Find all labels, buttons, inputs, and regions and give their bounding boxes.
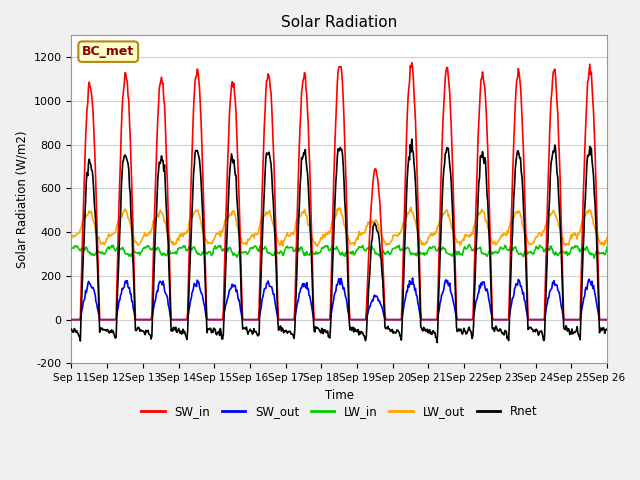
Rnet — [132, 328, 140, 334]
SW_in — [603, 317, 611, 323]
LW_out — [405, 209, 413, 215]
LW_out — [603, 235, 611, 240]
SW_in — [68, 317, 76, 323]
LW_out — [68, 236, 76, 241]
LW_out — [407, 204, 415, 210]
Rnet — [420, 327, 428, 333]
LW_out — [132, 239, 140, 244]
LW_in — [603, 244, 611, 250]
Line: LW_in: LW_in — [72, 245, 607, 258]
LW_in — [187, 245, 195, 251]
SW_out — [68, 317, 76, 323]
Line: Rnet: Rnet — [72, 139, 607, 343]
LW_in — [591, 255, 598, 261]
SW_out — [77, 312, 85, 318]
Line: LW_out: LW_out — [72, 207, 607, 246]
LW_out — [187, 216, 195, 221]
LW_out — [77, 225, 85, 231]
SW_out — [215, 317, 223, 323]
SW_in — [187, 196, 195, 202]
SW_in — [404, 94, 412, 100]
LW_out — [421, 241, 429, 247]
LW_out — [314, 243, 321, 249]
LW_in — [132, 250, 140, 255]
LW_in — [68, 245, 76, 251]
Rnet — [77, 312, 85, 318]
Rnet — [187, 245, 195, 251]
Title: Solar Radiation: Solar Radiation — [281, 15, 397, 30]
LW_out — [215, 231, 223, 237]
LW_in — [465, 242, 473, 248]
LW_in — [77, 246, 85, 252]
LW_in — [215, 243, 223, 249]
LW_in — [420, 250, 428, 256]
LW_in — [404, 245, 412, 251]
Line: SW_in: SW_in — [72, 63, 607, 320]
SW_out — [420, 317, 428, 323]
SW_out — [132, 317, 140, 323]
Rnet — [408, 136, 415, 142]
SW_in — [215, 317, 223, 323]
Y-axis label: Solar Radiation (W/m2): Solar Radiation (W/m2) — [15, 131, 28, 268]
SW_in — [408, 60, 415, 66]
Rnet — [215, 328, 223, 334]
SW_in — [77, 287, 85, 293]
Line: SW_out: SW_out — [72, 278, 607, 320]
Rnet — [433, 340, 441, 346]
SW_out — [187, 298, 195, 303]
X-axis label: Time: Time — [324, 389, 354, 402]
Rnet — [404, 162, 412, 168]
SW_out — [404, 282, 412, 288]
SW_in — [420, 317, 428, 323]
SW_in — [132, 317, 140, 323]
Rnet — [68, 326, 76, 332]
Rnet — [603, 326, 611, 332]
SW_out — [409, 275, 417, 281]
Text: BC_met: BC_met — [82, 45, 134, 58]
Legend: SW_in, SW_out, LW_in, LW_out, Rnet: SW_in, SW_out, LW_in, LW_out, Rnet — [136, 401, 542, 423]
SW_out — [603, 317, 611, 323]
